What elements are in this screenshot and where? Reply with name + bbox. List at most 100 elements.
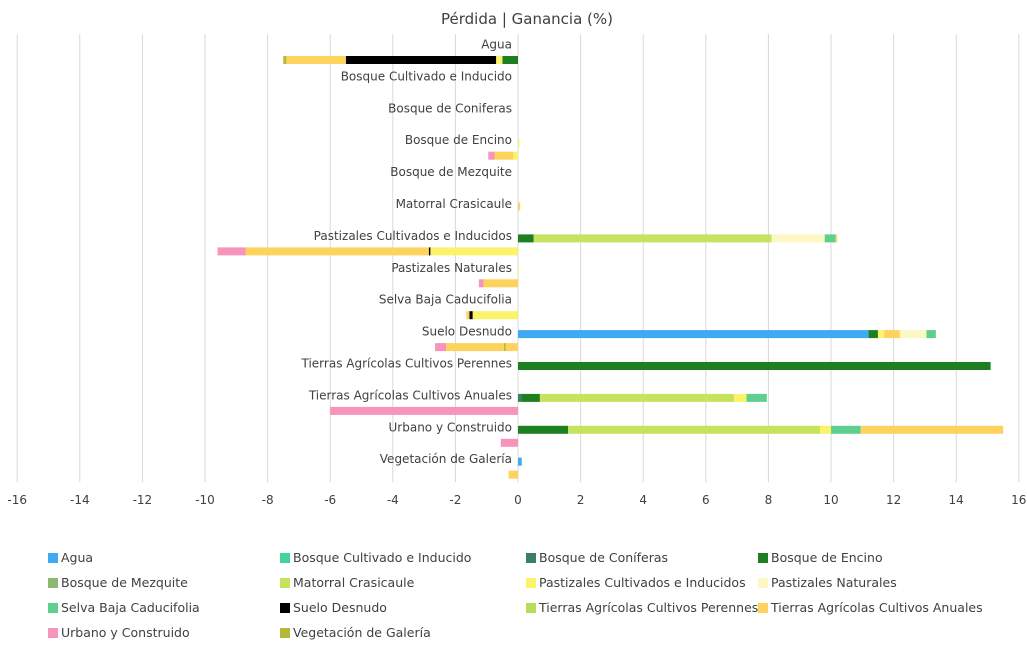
- gain-bar-segment: [831, 425, 861, 434]
- legend-label: Bosque Cultivado e Inducido: [293, 550, 472, 565]
- legend-item: Vegetación de Galería: [280, 625, 431, 640]
- bars: [217, 56, 1004, 479]
- loss-bar-segment: [503, 343, 506, 352]
- legend-label: Bosque de Coníferas: [539, 550, 669, 565]
- legend-swatch: [758, 603, 768, 613]
- category-label: Tierras Agrícolas Cultivos Perennes: [301, 357, 513, 371]
- gain-bar-segment: [860, 425, 1004, 434]
- loss-bar-segment: [494, 151, 514, 160]
- loss-bar-segment: [496, 56, 503, 64]
- legend-item: Bosque Cultivado e Inducido: [280, 550, 471, 565]
- legend-swatch: [280, 603, 290, 613]
- gain-bar-segment: [824, 234, 836, 243]
- loss-bar-segment: [500, 438, 518, 447]
- legend-item: Selva Baja Caducifolia: [48, 600, 200, 615]
- legend-swatch: [280, 578, 290, 588]
- legend-item: Suelo Desnudo: [280, 600, 387, 615]
- gain-bar-segment: [518, 457, 522, 466]
- gain-bar-segment: [868, 330, 878, 339]
- legend-label: Pastizales Naturales: [771, 575, 897, 590]
- gain-bar-segment: [518, 202, 521, 211]
- gain-bar-segment: [521, 393, 540, 402]
- legend-swatch: [48, 628, 58, 638]
- gain-bar-segment: [835, 234, 838, 243]
- legend-item: Agua: [48, 550, 93, 565]
- category-label: Bosque de Encino: [405, 133, 512, 147]
- legend-label: Agua: [61, 550, 94, 565]
- loss-bar-segment: [505, 343, 518, 352]
- loss-bar-segment: [508, 470, 518, 479]
- gridlines: [16, 34, 1020, 482]
- loss-bar-segment: [283, 56, 287, 64]
- x-tick-label: 8: [765, 493, 773, 507]
- x-tick-label: -14: [70, 493, 90, 507]
- legend-item: Urbano y Construido: [48, 625, 190, 640]
- category-label: Tierras Agrícolas Cultivos Anuales: [308, 388, 512, 402]
- legend-label: Vegetación de Galería: [293, 625, 431, 640]
- category-labels: Agua Bosque Cultivado e Inducido Bosque de…: [301, 38, 513, 467]
- legend-item: Pastizales Naturales: [758, 575, 897, 590]
- legend-swatch: [48, 553, 58, 563]
- gain-bar-segment: [884, 330, 900, 339]
- legend-item: Bosque de Coníferas: [526, 550, 668, 565]
- gain-bar-segment: [518, 266, 519, 275]
- x-tick-label: -12: [133, 493, 153, 507]
- x-tick-label: -6: [324, 493, 336, 507]
- x-tick-label: 0: [514, 493, 522, 507]
- loss-bar-segment: [469, 311, 473, 320]
- loss-bar-segment: [435, 343, 447, 352]
- x-tick-label: -16: [7, 493, 27, 507]
- legend-swatch: [48, 578, 58, 588]
- loss-bar-segment: [472, 311, 518, 320]
- category-label: Pastizales Naturales: [391, 261, 512, 275]
- legend-swatch: [280, 553, 290, 563]
- gain-bar-segment: [771, 234, 825, 243]
- gain-bar-segment: [820, 425, 831, 434]
- x-tick-label: 4: [639, 493, 647, 507]
- gain-bar-segment: [733, 393, 747, 402]
- gain-bar-segment: [899, 330, 927, 339]
- x-tick-label: -8: [262, 493, 274, 507]
- category-label: Matorral Crasicaule: [396, 197, 512, 211]
- chart-title: Pérdida | Ganancia (%): [441, 10, 613, 28]
- loss-bar-segment: [345, 56, 497, 64]
- gain-bar-segment: [518, 138, 520, 147]
- loss-bar-segment: [428, 247, 431, 256]
- x-tick-label: 10: [823, 493, 838, 507]
- gain-bar-segment: [539, 393, 734, 402]
- gain-bar-segment: [568, 425, 821, 434]
- legend-swatch: [280, 628, 290, 638]
- x-tick-label: -10: [195, 493, 215, 507]
- legend-item: Matorral Crasicaule: [280, 575, 414, 590]
- x-tick-label: 2: [577, 493, 585, 507]
- legend-swatch: [758, 553, 768, 563]
- loss-bar-segment: [502, 56, 518, 64]
- loss-bar-segment: [466, 311, 470, 320]
- legend-item: Bosque de Encino: [758, 550, 883, 565]
- legend-item: Bosque de Mezquite: [48, 575, 188, 590]
- gain-bar-segment: [533, 234, 772, 243]
- legend-label: Bosque de Mezquite: [61, 575, 188, 590]
- gain-bar-segment: [518, 425, 569, 434]
- category-label: Bosque de Coniferas: [388, 101, 512, 115]
- x-tick-label: 12: [886, 493, 901, 507]
- x-tick-label: -4: [387, 493, 399, 507]
- legend-item: Tierras Agrícolas Cultivos Perennes: [526, 600, 758, 615]
- gain-bar-segment: [746, 393, 767, 402]
- legend-label: Pastizales Cultivados e Inducidos: [539, 575, 746, 590]
- legend-label: Bosque de Encino: [771, 550, 883, 565]
- legend-label: Suelo Desnudo: [293, 600, 387, 615]
- category-label: Selva Baja Caducifolia: [379, 293, 512, 307]
- legend-item: Tierras Agrícolas Cultivos Anuales: [758, 600, 983, 615]
- loss-bar-segment: [286, 56, 346, 64]
- legend-label: Urbano y Construido: [61, 625, 190, 640]
- gain-bar-segment: [518, 362, 991, 370]
- x-tick-label: 16: [1011, 493, 1026, 507]
- loss-bar-segment: [483, 279, 518, 288]
- category-label: Pastizales Cultivados e Inducidos: [314, 229, 512, 243]
- legend-swatch: [526, 553, 536, 563]
- x-tick-label: -2: [449, 493, 461, 507]
- legend-label: Matorral Crasicaule: [293, 575, 415, 590]
- gain-bar-segment: [926, 330, 936, 339]
